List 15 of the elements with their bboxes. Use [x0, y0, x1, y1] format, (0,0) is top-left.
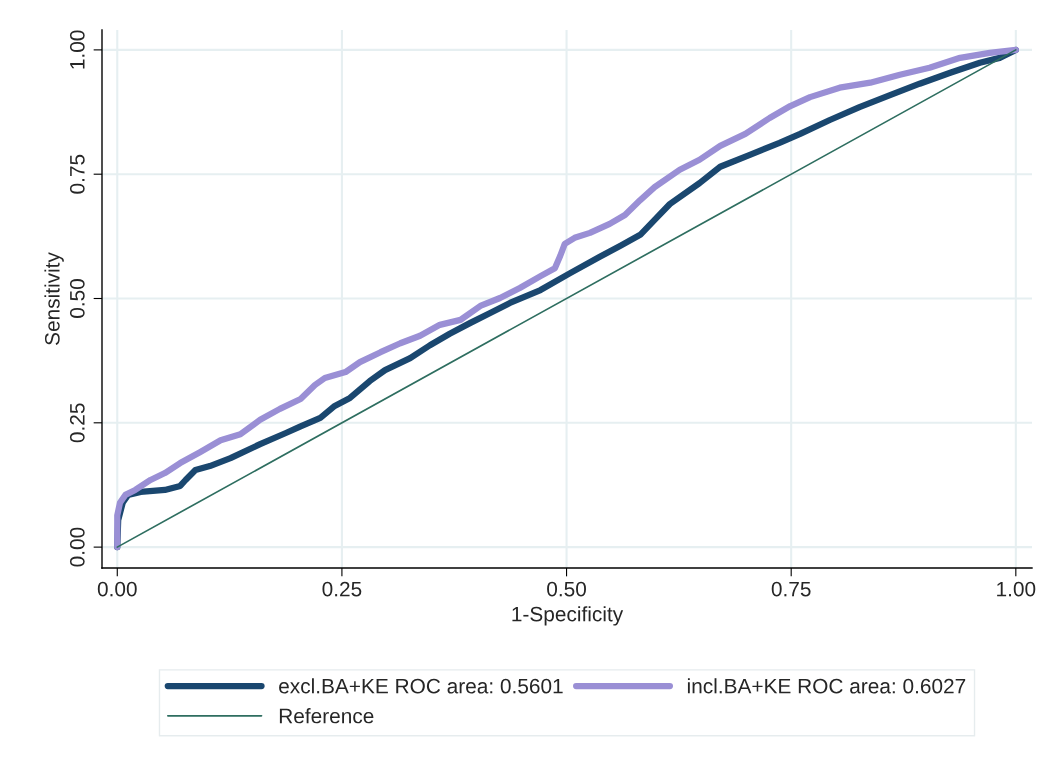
x-tick-label: 0.75	[771, 581, 811, 597]
x-tick-label: 1.00	[997, 581, 1036, 597]
y-axis-title: Sensitivity	[44, 252, 64, 345]
x-tick-label: 0.25	[322, 581, 362, 597]
x-axis-title: 1-Specificity	[512, 606, 624, 626]
legend-label: Reference	[279, 708, 374, 724]
legend-label: incl.BA+KE ROC area: 0.6027	[687, 678, 966, 694]
y-tick-label: 0.25	[69, 403, 85, 443]
y-tick-label: 0.50	[69, 279, 85, 318]
x-tick-label: 0.50	[547, 581, 587, 597]
y-tick-label: 0.75	[69, 154, 85, 194]
y-tick-label: 0.00	[69, 527, 85, 567]
legend-label: excl.BA+KE ROC area: 0.5601	[279, 678, 563, 694]
x-tick-label: 0.00	[97, 581, 137, 597]
y-tick-label: 1.00	[69, 30, 85, 69]
